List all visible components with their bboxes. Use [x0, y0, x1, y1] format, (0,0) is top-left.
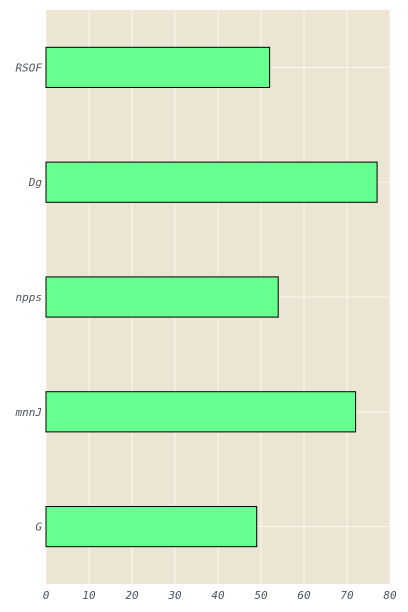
bar-npps — [45, 276, 279, 318]
category-label: npps — [16, 291, 43, 304]
x-tick-label: 0 — [43, 589, 50, 602]
x-axis-ticks: 0 10 20 30 40 50 60 70 80 — [43, 589, 397, 602]
bar-G — [45, 506, 258, 548]
category-label: Dg — [28, 176, 43, 189]
bar-RSOF — [45, 46, 271, 88]
x-tick-label: 50 — [254, 589, 268, 602]
x-tick-label: 60 — [297, 589, 311, 602]
bar-mnnJ — [45, 391, 357, 433]
x-tick-label: 10 — [82, 589, 96, 602]
category-label: RSOF — [16, 61, 43, 74]
category-label: G — [35, 521, 42, 534]
bar-Dg — [45, 161, 378, 203]
x-tick-label: 70 — [340, 589, 354, 602]
y-axis-labels: RSOF Dg npps mnnJ G — [15, 61, 43, 533]
category-label: mnnJ — [15, 406, 43, 419]
x-tick-label: 40 — [211, 589, 225, 602]
bars — [45, 46, 378, 548]
x-tick-label: 20 — [125, 589, 139, 602]
x-tick-label: 80 — [383, 589, 397, 602]
x-tick-label: 30 — [167, 589, 182, 602]
